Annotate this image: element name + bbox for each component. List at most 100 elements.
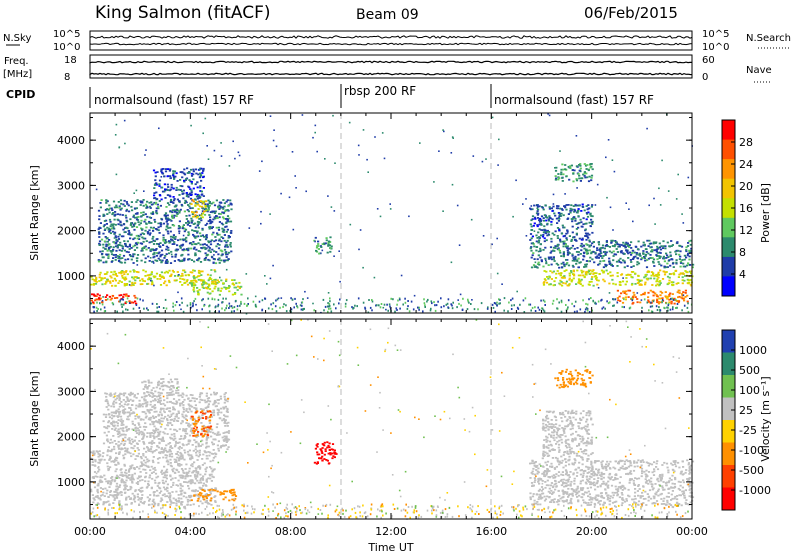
heatmap-cell [319,252,322,255]
heatmap-cell [107,468,110,470]
heatmap-cell [150,486,153,489]
heatmap-cell [424,304,426,307]
heatmap-cell [187,210,190,213]
heatmap-cell [98,273,101,276]
heatmap-cell [179,402,182,405]
heatmap-cell [109,232,112,235]
heatmap-cell [160,170,163,173]
heatmap-cell [614,243,617,246]
heatmap-cell [185,222,188,224]
heatmap-cell [657,261,660,263]
nsky-panel: N.Sky 10^5 10^0 10^5 10^0 N.Search [3,29,791,53]
heatmap-cell [121,474,124,476]
heatmap-cell [122,223,126,226]
heatmap-cell [137,416,140,419]
heatmap-cell [634,283,637,285]
heatmap-cell [98,462,101,464]
heatmap-cell [579,308,582,311]
heatmap-cell [122,203,125,206]
heatmap-cell [165,259,168,261]
heatmap-cell [575,251,579,253]
heatmap-cell [118,233,121,236]
heatmap-cell [103,220,106,222]
heatmap-cell [121,306,123,308]
heatmap-cell [362,266,364,269]
heatmap-cell [137,415,140,418]
heatmap-cell [567,165,570,168]
heatmap-cell [153,442,156,444]
heatmap-cell [213,402,216,405]
heatmap-cell [682,273,685,275]
heatmap-cell [128,280,131,283]
heatmap-cell [93,454,96,456]
heatmap-cell [124,392,127,395]
heatmap-cell [587,260,590,263]
heatmap-cell [148,442,151,444]
heatmap-cell [177,227,180,230]
heatmap-cell [135,304,138,306]
heatmap-cell [96,490,99,492]
heatmap-cell [458,302,460,305]
heatmap-cell [192,304,194,307]
heatmap-cell [225,278,228,281]
heatmap-cell [114,427,117,430]
heatmap-cell [102,261,105,264]
heatmap-cell [636,263,639,266]
heatmap-cell [212,231,215,234]
heatmap-cell [551,258,554,261]
heatmap-cell [164,260,168,263]
heatmap-cell [676,300,679,302]
heatmap-cell [410,300,413,303]
heatmap-cell [217,253,220,256]
heatmap-cell [162,277,165,279]
heatmap-cell [602,271,605,274]
heatmap-cell [575,232,578,235]
heatmap-cell [663,273,667,276]
heatmap-cell [229,220,233,223]
heatmap-cell [119,208,122,211]
heatmap-cell [96,310,98,312]
heatmap-cell [388,303,391,306]
heatmap-cell [664,245,667,248]
heatmap-cell [133,253,136,256]
heatmap-cell [123,283,126,285]
heatmap-cell [98,280,101,282]
heatmap-cell [229,243,232,246]
heatmap-cell [329,297,331,300]
heatmap-cell [596,255,599,258]
heatmap-cell [192,470,195,473]
heatmap-cell [571,279,574,281]
heatmap-cell [191,243,194,246]
heatmap-cell [625,241,628,244]
heatmap-cell [160,414,163,417]
heatmap-cell [109,483,112,486]
heatmap-cell [110,251,113,253]
heatmap-cell [548,216,551,219]
heatmap-cell [238,154,241,157]
heatmap-cell [126,273,129,276]
heatmap-cell [214,285,217,288]
heatmap-cell [96,491,100,494]
heatmap-cell [545,219,548,222]
heatmap-cell [133,494,136,497]
heatmap-cell [226,431,229,433]
heatmap-cell [398,297,401,300]
heatmap-cell [576,260,579,263]
heatmap-cell [608,250,611,253]
heatmap-cell [584,176,587,179]
heatmap-cell [103,474,106,477]
heatmap-cell [164,262,167,264]
heatmap-cell [525,198,527,200]
heatmap-cell [224,431,227,434]
heatmap-cell [559,215,563,217]
heatmap-cell [199,250,202,253]
heatmap-cell [689,264,692,266]
heatmap-cell [659,294,662,297]
heatmap-cell [131,441,134,443]
heatmap-cell [664,295,667,298]
heatmap-cell [188,449,191,452]
heatmap-cell [199,392,202,394]
heatmap-cell [152,450,155,453]
heatmap-cell [640,284,643,286]
